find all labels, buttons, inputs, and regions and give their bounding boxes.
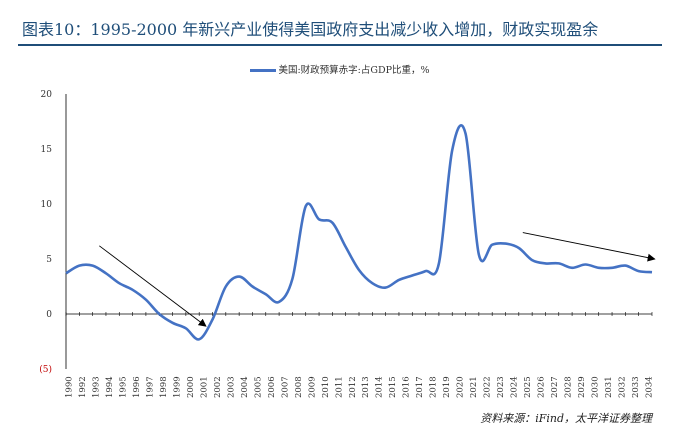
x-tick-label: 2007 — [280, 376, 290, 398]
x-tick-label: 2014 — [375, 376, 385, 398]
trend-arrow — [99, 245, 207, 327]
x-tick-label: 2031 — [604, 376, 614, 398]
source-note: 资料来源：iFind，太平洋证券整理 — [480, 412, 652, 425]
x-tick-label: 2033 — [631, 376, 641, 398]
x-tick-label: 2029 — [577, 376, 587, 398]
legend-line-swatch — [250, 69, 277, 72]
y-tick-label: 15 — [41, 145, 53, 155]
x-tick-label: 1990 — [65, 376, 75, 398]
x-tick-label: 2018 — [429, 376, 439, 398]
x-tick-label: 2012 — [348, 376, 358, 398]
x-tick-label: 2005 — [253, 376, 263, 398]
x-tick-label: 1997 — [145, 376, 155, 398]
x-tick-label: 2026 — [537, 376, 547, 398]
x-tick-label: 2020 — [456, 376, 466, 398]
x-tick-label: 2027 — [550, 376, 560, 398]
x-tick-label: 2000 — [186, 376, 196, 398]
x-tick-label: 2017 — [415, 376, 425, 398]
y-tick-label: 5 — [46, 255, 52, 265]
x-tick-label: 2016 — [402, 376, 412, 398]
x-tick-label: 2008 — [294, 376, 304, 398]
legend-label: 美国:财政预算赤字:占GDP比重，% — [278, 65, 430, 76]
x-tick-label: 2006 — [267, 376, 277, 398]
x-tick-label: 1995 — [118, 376, 128, 398]
x-tick-label: 2032 — [618, 376, 628, 398]
x-tick-label: 2030 — [591, 376, 601, 398]
x-tick-label: 2003 — [226, 376, 236, 398]
x-tick-label: 2025 — [523, 376, 533, 398]
title-bar: 图表10：1995-2000 年新兴产业使得美国政府支出减少收入增加，财政实现盈… — [18, 10, 662, 46]
x-tick-label: 2022 — [483, 376, 493, 398]
x-tick-label: 2010 — [321, 376, 331, 398]
x-tick-label: 2028 — [564, 376, 574, 398]
x-tick-label: 2024 — [510, 376, 520, 398]
x-tick-label: 2011 — [334, 376, 344, 398]
x-tick-label: 1993 — [91, 376, 101, 398]
x-tick-label: 2004 — [240, 376, 250, 398]
x-tick-label: 1998 — [159, 376, 169, 398]
x-tick-label: 1992 — [78, 376, 88, 398]
y-tick-label: (5) — [39, 364, 52, 375]
series-line — [65, 124, 653, 341]
x-tick-label: 2023 — [496, 376, 506, 398]
chart-title: 图表10：1995-2000 年新兴产业使得美国政府支出减少收入增加，财政实现盈… — [22, 20, 599, 39]
x-tick-label: 1996 — [132, 376, 142, 398]
x-tick-label: 2015 — [388, 376, 398, 398]
x-tick-label: 2021 — [469, 376, 479, 398]
y-tick-label: 10 — [41, 200, 53, 210]
y-tick-label: 0 — [46, 310, 52, 320]
x-tick-label: 2034 — [645, 376, 655, 398]
legend: 美国:财政预算赤字:占GDP比重，% — [0, 62, 680, 76]
x-tick-label: 2019 — [442, 376, 452, 398]
x-tick-label: 2002 — [213, 376, 223, 398]
x-tick-label: 2001 — [199, 376, 209, 398]
x-tick-label: 2013 — [361, 376, 371, 398]
x-tick-label: 1999 — [172, 376, 182, 398]
y-tick-label: 20 — [41, 90, 53, 100]
trend-arrow — [522, 232, 656, 262]
x-tick-label: 2009 — [307, 376, 317, 398]
x-tick-label: 1994 — [105, 376, 115, 398]
